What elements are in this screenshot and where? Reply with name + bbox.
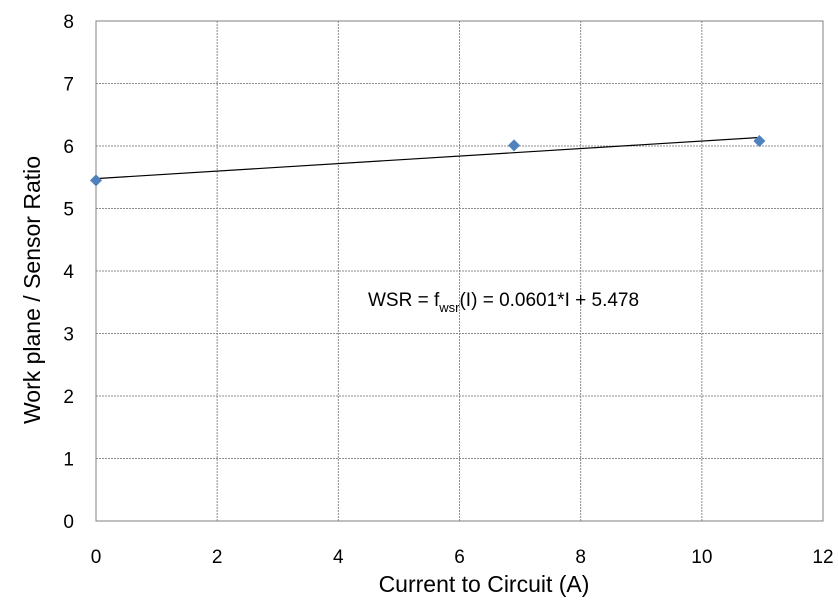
y-axis-ticks: 0 1 2 3 4 5 6 7 8 <box>63 12 74 533</box>
y-tick-label: 5 <box>63 200 74 221</box>
trendline-equation: WSR = fwsr(I) = 0.0601*I + 5.478 <box>368 290 639 315</box>
y-tick-label: 7 <box>63 75 74 96</box>
x-axis-ticks: 0 2 4 6 8 10 12 <box>91 547 834 568</box>
data-point <box>90 174 102 187</box>
y-tick-label: 0 <box>63 512 74 533</box>
equation-subscript: wsr <box>438 300 460 315</box>
y-axis-title: Work plane / Sensor Ratio <box>19 156 45 424</box>
y-tick-label: 4 <box>63 262 74 283</box>
data-points <box>90 135 766 187</box>
equation-suffix: (I) = 0.0601*I + 5.478 <box>459 290 639 311</box>
equation-prefix: WSR = f <box>368 290 440 311</box>
y-tick-label: 1 <box>63 450 74 471</box>
x-tick-label: 0 <box>91 547 102 568</box>
x-tick-label: 10 <box>691 547 712 568</box>
data-point <box>508 139 521 152</box>
y-tick-label: 3 <box>63 325 74 346</box>
grid <box>95 20 824 522</box>
y-tick-label: 8 <box>63 12 74 33</box>
trendline <box>95 136 760 180</box>
x-tick-label: 6 <box>454 547 465 568</box>
x-tick-label: 12 <box>812 547 833 568</box>
x-tick-label: 2 <box>212 547 223 568</box>
x-tick-label: 8 <box>575 547 586 568</box>
y-tick-label: 6 <box>63 137 74 158</box>
plot-area <box>95 20 824 522</box>
data-point <box>753 135 766 147</box>
y-tick-label: 2 <box>63 387 74 408</box>
x-tick-label: 4 <box>333 547 344 568</box>
x-axis-title: Current to Circuit (A) <box>379 571 590 597</box>
